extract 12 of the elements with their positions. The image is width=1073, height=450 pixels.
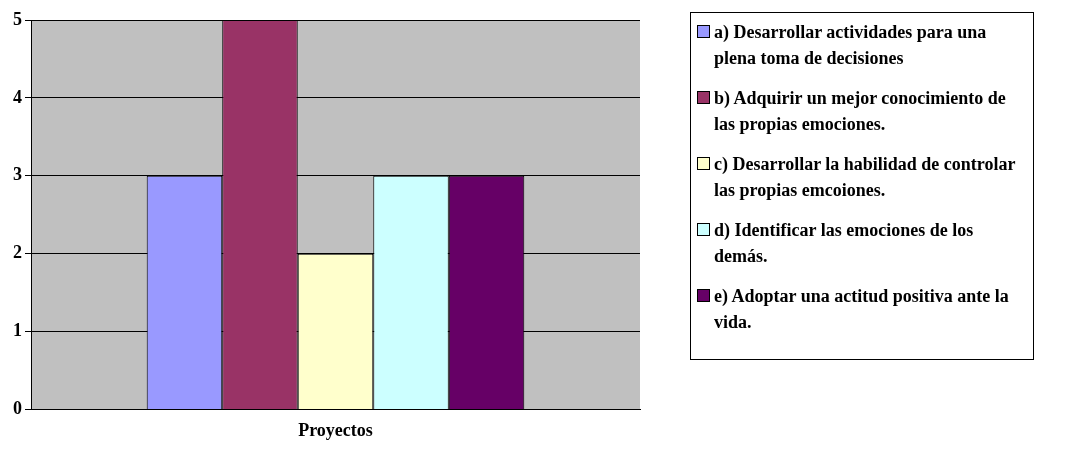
y-tick-label: 5 [13,8,22,29]
x-tick-label: Proyectos [298,419,373,440]
y-tick-label: 3 [13,164,22,185]
legend-label: b) Adquirir un mejor conocimiento de las propias emociones. [714,87,1007,136]
legend-label: e) Adoptar una actitud positiva ante la vida. [714,285,1010,334]
y-tick-label: 2 [13,242,22,263]
y-tick-label: 4 [13,86,22,107]
legend-label: c) Desarrollar la habilidad de controlar las propias emcoiones. [714,153,1017,202]
y-tick-label: 1 [13,320,22,341]
y-tick-label: 0 [13,398,22,419]
legend-label: d) Identificar las emociones de los demás. [714,219,975,268]
legend-label: a) Desarrollar actividades para una plena toma de decisiones [714,21,988,70]
